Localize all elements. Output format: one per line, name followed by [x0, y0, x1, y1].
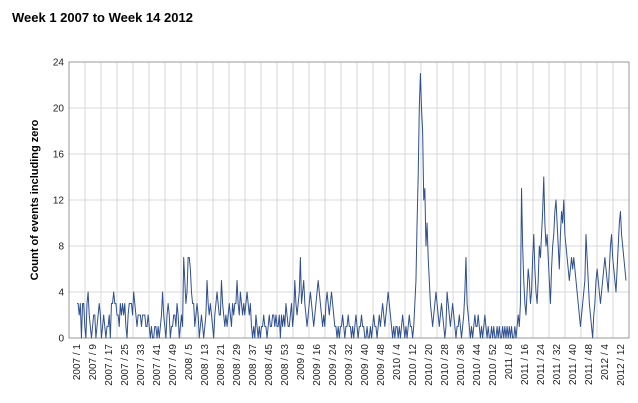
x-tick-label: 2008 / 37: [248, 344, 259, 386]
x-tick-label: 2010 / 36: [456, 344, 467, 386]
grid-lines: [69, 61, 629, 339]
x-tick-label: 2008 / 53: [280, 344, 291, 386]
x-tick-label: 2009 / 32: [344, 344, 355, 386]
x-tick-label: 2012 / 12: [616, 344, 627, 386]
x-tick-label: 2010 / 20: [424, 344, 435, 386]
x-tick-label: 2010 / 52: [488, 344, 499, 386]
y-tick-label: 16: [53, 150, 65, 161]
x-tick-label: 2008 / 13: [200, 344, 211, 386]
y-axis-label: Count of events including zero: [29, 119, 41, 280]
plot-area: [68, 61, 630, 339]
x-tick-label: 2010 / 28: [440, 344, 451, 386]
x-tick-label: 2007 / 17: [104, 344, 115, 386]
x-tick-label: 2011 / 40: [568, 344, 579, 385]
x-tick-label: 2009 / 48: [376, 344, 387, 386]
x-tick-label: 2007 / 49: [168, 344, 179, 386]
x-tick-label: 2007 / 33: [136, 344, 147, 386]
x-tick-label: 2012 / 4: [600, 344, 611, 381]
x-tick-label: 2010 / 12: [408, 344, 419, 386]
chart-title: Week 1 2007 to Week 14 2012: [12, 10, 193, 25]
y-tick-label: 24: [53, 58, 65, 69]
x-tick-label: 2007 / 41: [152, 344, 163, 386]
x-tick-label: 2011 / 16: [520, 344, 531, 385]
y-tick-label: 20: [53, 104, 65, 115]
y-tick-label: 8: [58, 242, 64, 253]
y-tick-label: 12: [53, 196, 65, 207]
x-tick-label: 2011 / 8: [504, 344, 515, 380]
y-axis-ticks: 0 4 8 12 16 20 24: [53, 58, 65, 345]
x-tick-label: 2008 / 29: [232, 344, 243, 386]
series-line: [77, 73, 627, 339]
x-tick-label: 2008 / 21: [216, 344, 227, 386]
x-tick-label: 2011 / 32: [552, 344, 563, 385]
y-tick-label: 0: [58, 334, 64, 345]
x-axis-ticks: 2007 / 1 2007 / 9 2007 / 17 2007 / 25 2007 /…: [72, 344, 627, 386]
x-tick-label: 2008 / 5: [184, 344, 195, 381]
y-tick-label: 4: [58, 288, 64, 299]
x-tick-label: 2009 / 16: [312, 344, 323, 386]
x-tick-label: 2010 / 44: [472, 344, 483, 386]
x-tick-label: 2009 / 40: [360, 344, 371, 386]
x-tick-label: 2011 / 48: [584, 344, 595, 385]
x-tick-label: 2010 / 4: [392, 344, 403, 381]
x-tick-label: 2007 / 1: [72, 344, 83, 381]
x-tick-label: 2008 / 45: [264, 344, 275, 386]
x-tick-label: 2009 / 24: [328, 344, 339, 386]
x-tick-label: 2011 / 24: [536, 344, 547, 385]
x-tick-label: 2009 / 8: [296, 344, 307, 381]
x-tick-label: 2007 / 9: [88, 344, 99, 381]
x-tick-label: 2007 / 25: [120, 344, 131, 386]
